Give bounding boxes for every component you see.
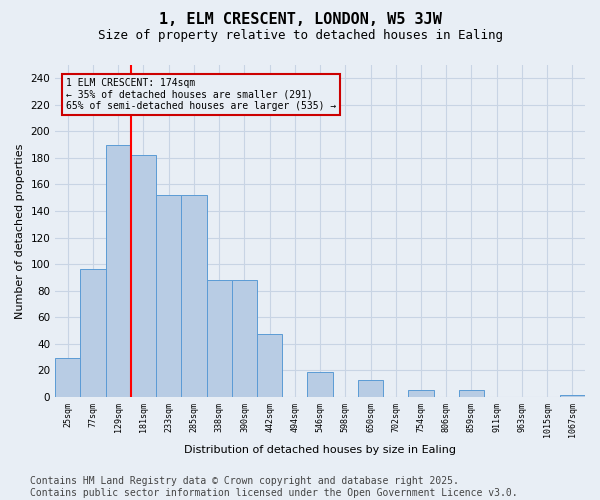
Bar <box>560 396 585 397</box>
Bar <box>156 195 181 397</box>
Bar <box>459 390 484 397</box>
Y-axis label: Number of detached properties: Number of detached properties <box>15 143 25 318</box>
Bar <box>131 156 156 397</box>
Text: 1, ELM CRESCENT, LONDON, W5 3JW: 1, ELM CRESCENT, LONDON, W5 3JW <box>158 12 442 28</box>
Bar <box>80 270 106 397</box>
Bar <box>181 195 206 397</box>
Bar <box>232 280 257 397</box>
Bar <box>106 144 131 397</box>
Bar <box>55 358 80 397</box>
X-axis label: Distribution of detached houses by size in Ealing: Distribution of detached houses by size … <box>184 445 456 455</box>
Bar <box>206 280 232 397</box>
Bar <box>358 380 383 397</box>
Text: Size of property relative to detached houses in Ealing: Size of property relative to detached ho… <box>97 29 503 42</box>
Text: Contains HM Land Registry data © Crown copyright and database right 2025.
Contai: Contains HM Land Registry data © Crown c… <box>30 476 518 498</box>
Text: 1 ELM CRESCENT: 174sqm
← 35% of detached houses are smaller (291)
65% of semi-de: 1 ELM CRESCENT: 174sqm ← 35% of detached… <box>66 78 336 112</box>
Bar <box>409 390 434 397</box>
Bar <box>307 372 332 397</box>
Bar <box>257 334 282 397</box>
